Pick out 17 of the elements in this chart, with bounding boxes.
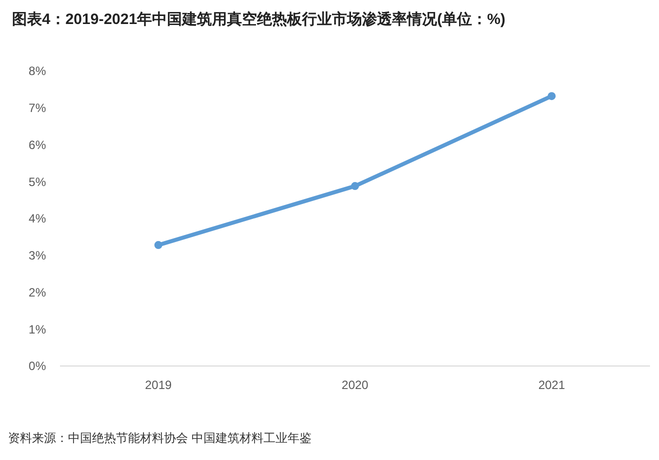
y-tick-label: 3% [28, 248, 46, 263]
point [351, 182, 359, 190]
y-tick-label: 7% [28, 101, 46, 116]
y-tick-label: 4% [28, 212, 46, 226]
y-tick-label: 1% [28, 322, 46, 336]
x-tick-label: 2019 [144, 378, 172, 392]
y-tick-label: 5% [28, 174, 46, 189]
x-tick-label: 2020 [342, 378, 369, 392]
chart-title: 图表4：2019-2021年中国建筑用真空绝热板行业市场渗透率情况(单位：%) [12, 10, 506, 28]
point [154, 241, 162, 250]
text: 资料来源：中国绝热节能材料协会 中国建筑材料工业年鉴 [8, 431, 312, 445]
y-tick-label: 2% [28, 285, 46, 300]
y-tick-label: 8% [28, 64, 46, 78]
y-tick-label: 0% [28, 359, 46, 374]
x-tick-label: 2021 [538, 378, 566, 392]
point [548, 92, 556, 100]
y-tick-label: 6% [28, 138, 46, 152]
